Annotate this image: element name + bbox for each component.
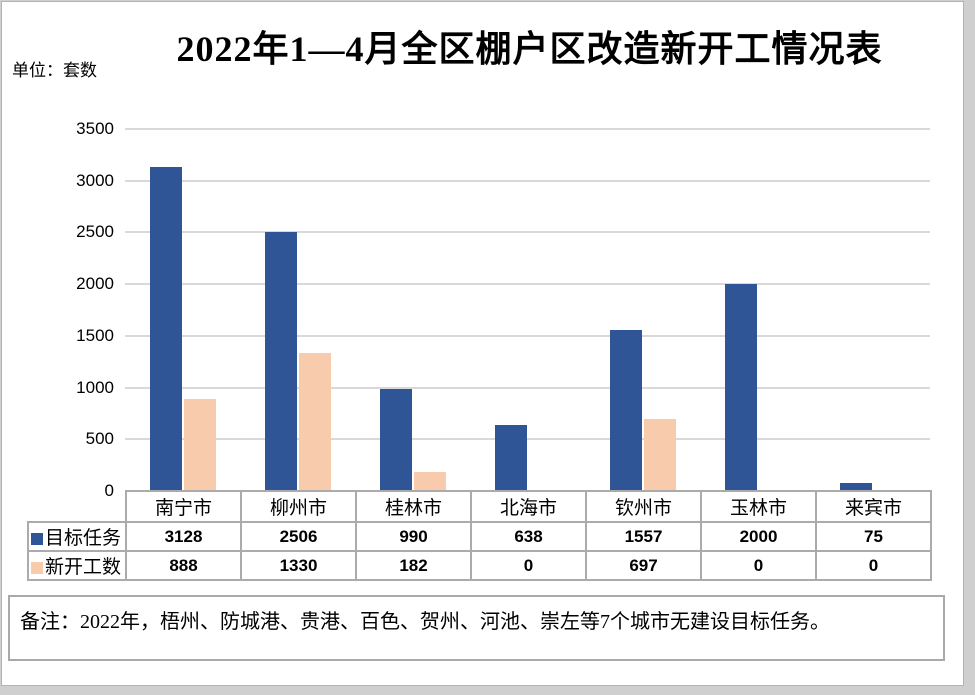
chart-title: 2022年1—4月全区棚户区改造新开工情况表 [176, 29, 883, 69]
category-label-南宁市: 南宁市 [125, 490, 242, 523]
value-cell-新开工数-柳州市: 1330 [240, 550, 357, 581]
bar-新开工数-南宁市 [183, 399, 216, 491]
gridline [125, 179, 930, 182]
bar-新开工数-柳州市 [298, 353, 331, 491]
bar-目标任务-玉林市 [724, 284, 757, 491]
value-cell-新开工数-来宾市: 0 [815, 550, 932, 581]
value-cell-新开工数-钦州市: 697 [585, 550, 702, 581]
note-text: 备注：2022年，梧州、防城港、贵港、百色、贺州、河池、崇左等7个城市无建设目标… [20, 611, 830, 633]
y-axis-tick-label: 500 [85, 429, 114, 449]
y-axis-tick-label: 2000 [76, 274, 114, 294]
unit-label: 单位：套数 [12, 61, 97, 80]
category-label-来宾市: 来宾市 [815, 490, 932, 523]
bar-新开工数-桂林市 [413, 472, 446, 491]
gridline [125, 283, 930, 286]
note-box: 备注：2022年，梧州、防城港、贵港、百色、贺州、河池、崇左等7个城市无建设目标… [8, 595, 945, 661]
legend-swatch-icon [31, 533, 43, 545]
chart-page: 2022年1—4月全区棚户区改造新开工情况表 单位：套数 0 500 1000 150… [1, 1, 964, 686]
y-axis-tick-label: 2500 [76, 222, 114, 242]
y-axis-tick-label: 3000 [76, 170, 114, 190]
value-cell-目标任务-北海市: 638 [470, 521, 587, 552]
bar-目标任务-北海市 [494, 425, 527, 491]
y-axis-tick-label: 1500 [76, 325, 114, 345]
y-axis-tick-label: 0 [104, 481, 114, 500]
series-name-cell: 新开工数 [27, 550, 127, 581]
value-cell-新开工数-桂林市: 182 [355, 550, 472, 581]
chart-data-table: 南宁市 柳州市 桂林市 北海市 钦州市 玉林市 来宾市 目标任务 3128 2506 990 638 1… [27, 490, 932, 581]
gridline [125, 438, 930, 441]
bar-目标任务-柳州市 [264, 231, 297, 491]
value-cell-目标任务-南宁市: 3128 [125, 521, 242, 552]
value-cell-新开工数-北海市: 0 [470, 550, 587, 581]
value-cell-新开工数-南宁市: 888 [125, 550, 242, 581]
value-cell-目标任务-来宾市: 75 [815, 521, 932, 552]
y-axis-tick-label: 3500 [76, 119, 114, 138]
bar-新开工数-钦州市 [643, 418, 676, 491]
category-label-桂林市: 桂林市 [355, 490, 472, 523]
legend-swatch-icon [31, 562, 43, 574]
bar-目标任务-钦州市 [609, 329, 642, 491]
gridline [125, 334, 930, 337]
series-row-新开工数: 新开工数 888 1330 182 0 697 0 0 [27, 550, 932, 581]
category-label-钦州市: 钦州市 [585, 490, 702, 523]
gridline [125, 231, 930, 234]
value-cell-目标任务-钦州市: 1557 [585, 521, 702, 552]
gridline [125, 386, 930, 389]
category-header-row: 南宁市 柳州市 桂林市 北海市 钦州市 玉林市 来宾市 [28, 490, 932, 523]
bar-目标任务-来宾市 [839, 483, 872, 491]
series-name-cell: 目标任务 [27, 521, 127, 552]
value-cell-目标任务-柳州市: 2506 [240, 521, 357, 552]
y-axis-tick-label: 1000 [76, 377, 114, 397]
bar-目标任务-桂林市 [379, 388, 412, 491]
series-row-目标任务: 目标任务 3128 2506 990 638 1557 2000 75 [27, 521, 932, 552]
value-cell-目标任务-桂林市: 990 [355, 521, 472, 552]
category-label-柳州市: 柳州市 [240, 490, 357, 523]
category-label-玉林市: 玉林市 [700, 490, 817, 523]
gridline [125, 128, 930, 130]
plot-area: 0 500 1000 1500 2000 2500 3000 3500 [2, 2, 965, 687]
category-label-北海市: 北海市 [470, 490, 587, 523]
table-corner-cell [28, 491, 126, 522]
value-cell-新开工数-玉林市: 0 [700, 550, 817, 581]
bar-目标任务-南宁市 [149, 167, 182, 491]
value-cell-目标任务-玉林市: 2000 [700, 521, 817, 552]
